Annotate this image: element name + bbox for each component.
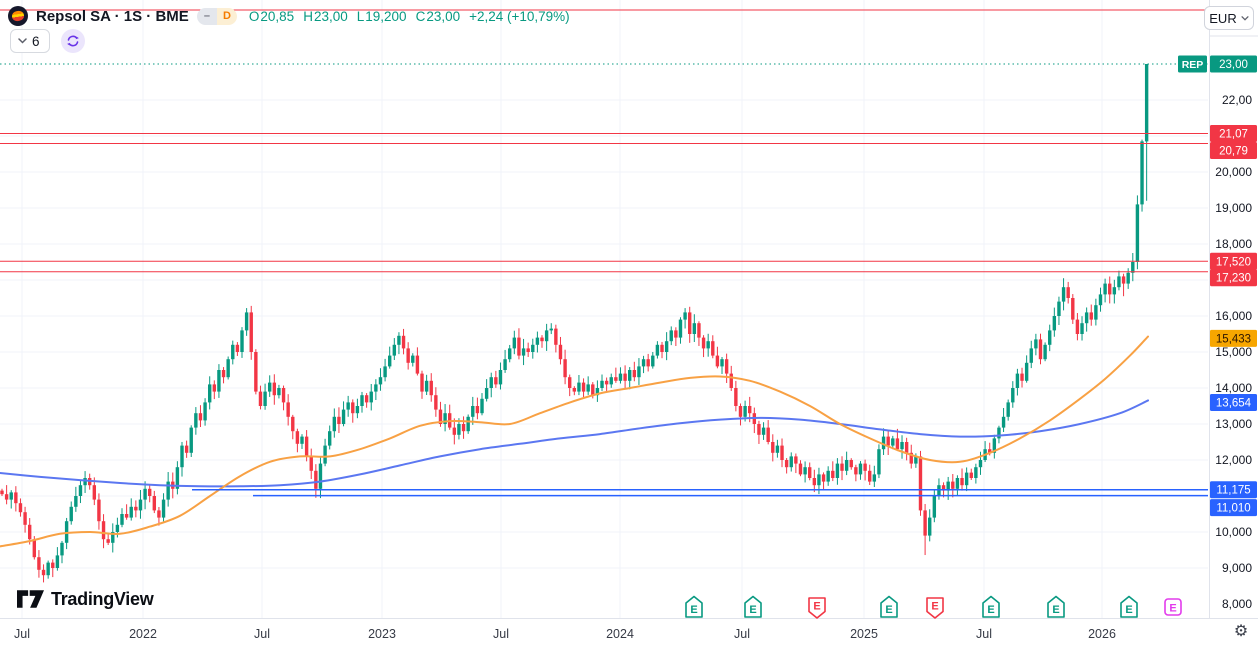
symbol-title[interactable]: Repsol SA · 1S · BME — [36, 7, 189, 25]
price-badge: 17,520 — [1210, 252, 1257, 270]
sync-arrows-icon — [66, 35, 79, 47]
svg-text:21,07: 21,07 — [1219, 128, 1248, 140]
y-axis-tick: 20,000 — [1215, 165, 1252, 179]
svg-text:17,230: 17,230 — [1216, 273, 1251, 285]
grid-layer — [0, 0, 1208, 618]
y-axis-tick: 13,000 — [1215, 417, 1252, 431]
x-axis-tick: 2022 — [129, 627, 157, 641]
x-axis-tick: 2026 — [1088, 627, 1116, 641]
tradingview-glyph-icon — [17, 590, 44, 608]
y-axis-tick: 12,000 — [1215, 453, 1252, 467]
y-axis-tick: 8,000 — [1222, 597, 1252, 611]
open-label: O — [248, 8, 260, 24]
x-axis-tick: Jul — [254, 627, 270, 641]
high-label: H — [303, 8, 313, 24]
symbol-tag: REP — [1182, 59, 1204, 71]
delayed-data-badge: D — [216, 7, 237, 25]
svg-text:17,520: 17,520 — [1216, 256, 1251, 268]
tradingview-wordmark: TradingView — [51, 588, 154, 609]
x-axis-tick: 2025 — [850, 627, 878, 641]
earnings-badge[interactable]: E — [1047, 595, 1065, 618]
svg-text:11,010: 11,010 — [1216, 503, 1250, 515]
open-value: 20,85 — [260, 8, 295, 24]
price-badge: 13,654 — [1210, 393, 1257, 411]
symbol-bar: Repsol SA · 1S · BME – D O 20,85 H 23,00 L… — [8, 5, 570, 27]
earnings-badge[interactable]: E — [926, 597, 944, 619]
price-badge: 17,230 — [1210, 269, 1257, 287]
close-label: C — [415, 8, 426, 24]
svg-text:E: E — [1052, 604, 1059, 616]
svg-text:E: E — [690, 604, 697, 616]
x-axis-tick: Jul — [734, 627, 750, 641]
ma-blue-line[interactable] — [0, 399, 1149, 488]
events-count-button[interactable]: 6 — [10, 29, 50, 53]
chevron-down-icon — [1241, 15, 1249, 21]
svg-text:E: E — [931, 601, 938, 613]
chart-toolbar: 6 — [10, 29, 85, 53]
y-axis-tick: 18,000 — [1215, 237, 1252, 251]
y-axis-tick: 9,000 — [1222, 561, 1252, 575]
high-value: 23,00 — [313, 8, 348, 24]
y-axis-tick: 19,000 — [1215, 201, 1252, 215]
y-axis-tick: 16,000 — [1215, 309, 1252, 323]
price-badge: 21,07 — [1210, 124, 1257, 142]
refresh-icon[interactable] — [60, 29, 85, 53]
svg-text:E: E — [885, 604, 892, 616]
price-levels-layer — [0, 9, 1208, 497]
svg-text:E: E — [1125, 604, 1132, 616]
svg-text:20,79: 20,79 — [1219, 146, 1248, 158]
low-value: 19,200 — [365, 8, 407, 24]
price-badge: 20,79 — [1210, 142, 1257, 160]
x-axis[interactable]: Jul 2022 Jul 2023 Jul 2024 Jul 2025 Jul 2026 — [14, 627, 1116, 641]
earnings-badge[interactable]: E — [1120, 595, 1138, 618]
price-badge: 23,00 REP — [1178, 55, 1257, 73]
currency-label: EUR — [1209, 10, 1237, 26]
earnings-badge[interactable]: E — [808, 597, 826, 619]
earnings-badge[interactable]: E — [685, 595, 703, 618]
ohlc-values: O 20,85 H 23,00 L 19,200 C 23,00 +2,24 (+10,… — [249, 9, 570, 24]
events-count-label: 6 — [32, 33, 40, 49]
y-axis[interactable]: 22,00 20,000 19,000 18,000 16,000 15,000 14,00… — [1215, 93, 1252, 611]
svg-text:E: E — [749, 604, 756, 616]
x-axis-tick: Jul — [976, 627, 992, 641]
currency-selector[interactable]: EUR — [1204, 6, 1254, 30]
candles-layer — [0, 64, 1149, 583]
tradingview-logo[interactable]: TradingView — [17, 588, 154, 610]
x-axis-tick: Jul — [14, 627, 30, 641]
svg-text:E: E — [813, 601, 820, 613]
y-axis-tick: 15,000 — [1215, 345, 1252, 359]
delay-marker-icon: – — [196, 7, 217, 25]
earnings-badge[interactable]: E — [880, 595, 898, 618]
svg-text:15,433: 15,433 — [1216, 333, 1251, 345]
repsol-logo-icon — [8, 6, 28, 26]
close-value: 23,00 — [426, 8, 461, 24]
price-badge: 11,175 — [1210, 481, 1257, 499]
earnings-badge[interactable]: E — [1164, 598, 1182, 616]
change-value: +2,24 (+10,79%) — [469, 8, 570, 24]
svg-text:23,00: 23,00 — [1219, 59, 1248, 71]
y-axis-tick: 22,00 — [1222, 93, 1252, 107]
price-badge: 11,010 — [1210, 499, 1257, 517]
settings-gear-icon[interactable]: ⚙ — [1226, 618, 1256, 644]
x-axis-tick: 2024 — [606, 627, 634, 641]
y-axis-tick: 14,000 — [1215, 381, 1252, 395]
svg-text:13,654: 13,654 — [1216, 397, 1252, 409]
y-axis-tick: 10,000 — [1215, 525, 1252, 539]
low-label: L — [356, 8, 365, 24]
svg-text:11,175: 11,175 — [1216, 485, 1250, 497]
earnings-badge[interactable]: E — [982, 595, 1000, 618]
ma-orange-line[interactable] — [0, 335, 1149, 548]
x-axis-tick: 2023 — [368, 627, 396, 641]
earnings-badge[interactable]: E — [744, 595, 762, 618]
svg-text:E: E — [1169, 603, 1176, 615]
svg-text:E: E — [987, 604, 994, 616]
x-axis-tick: Jul — [493, 627, 509, 641]
chevron-down-icon — [18, 38, 27, 44]
data-mode-pill[interactable]: – D — [196, 7, 237, 25]
price-badge: 15,433 — [1210, 329, 1257, 347]
